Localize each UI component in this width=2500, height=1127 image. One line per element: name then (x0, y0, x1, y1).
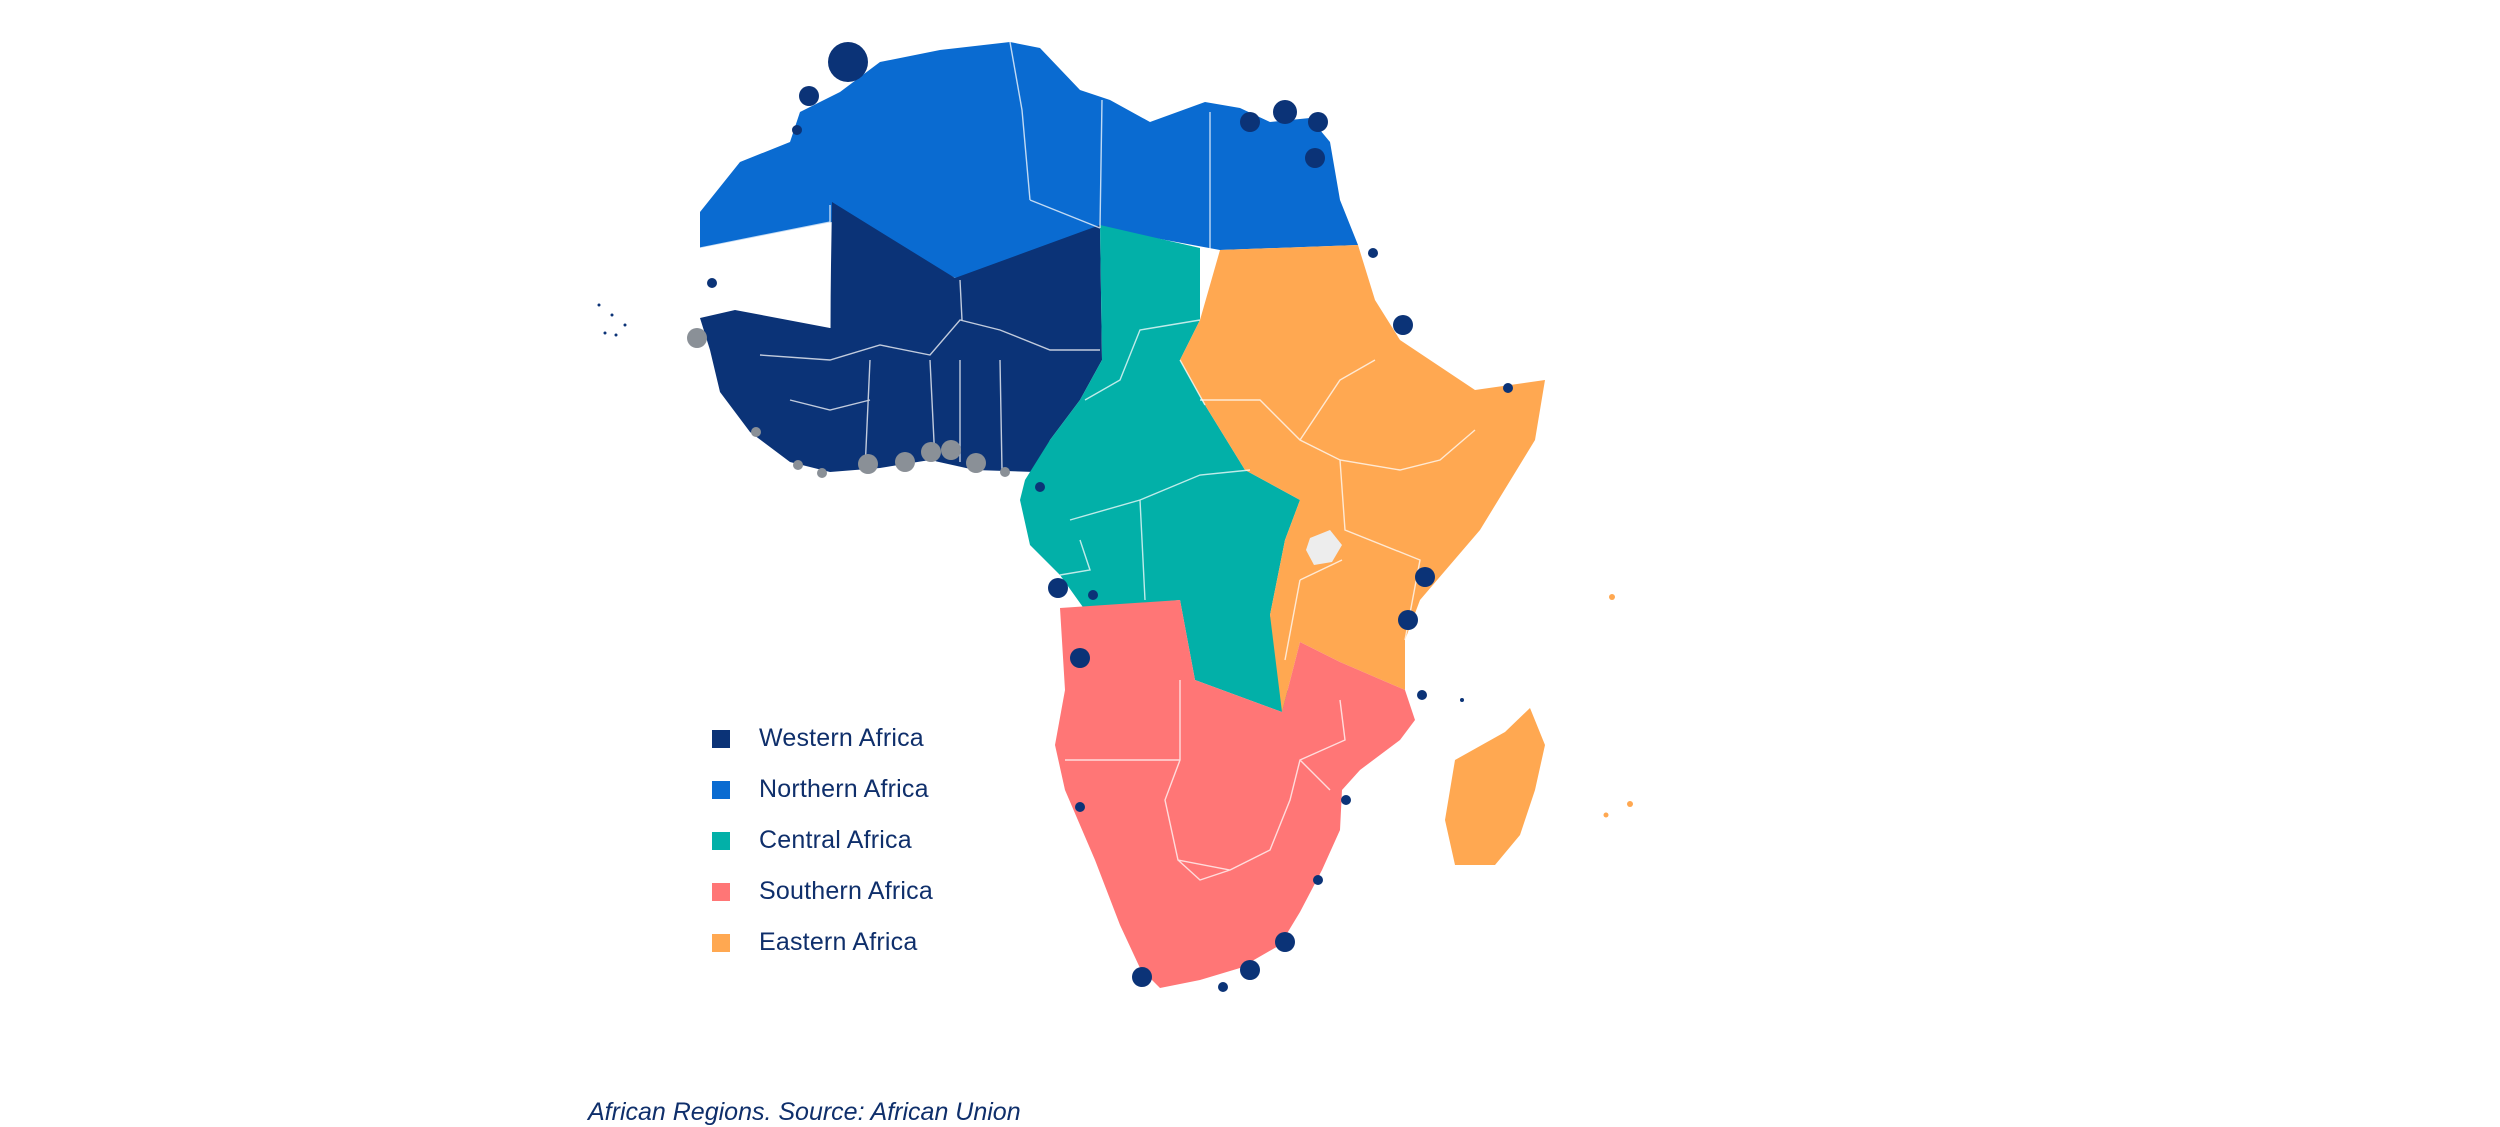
legend-label-southern: Southern Africa (759, 877, 933, 905)
legend-swatch-western (712, 729, 730, 748)
island-seychelles (1609, 594, 1615, 600)
legend-item-western: Western Africa (712, 724, 933, 753)
legend-swatch-central (712, 831, 730, 850)
port-marker (1415, 567, 1435, 587)
legend-swatch-northern (712, 780, 730, 799)
port-marker-secondary (921, 442, 941, 462)
port-marker-secondary (1000, 467, 1010, 477)
legend-label-northern: Northern Africa (759, 775, 929, 803)
port-marker (1048, 578, 1068, 598)
region-southern-africa (1055, 600, 1415, 988)
port-marker (1132, 967, 1152, 987)
port-marker (792, 125, 802, 135)
port-marker (1341, 795, 1351, 805)
port-marker-secondary (751, 427, 761, 437)
map-legend: Western Africa Northern Africa Central A… (712, 724, 933, 957)
port-marker-secondary (817, 468, 827, 478)
island-mauritius (1627, 801, 1633, 807)
legend-item-eastern: Eastern Africa (712, 928, 933, 957)
port-marker (1368, 248, 1378, 258)
port-marker (1273, 100, 1297, 124)
port-marker (1075, 802, 1085, 812)
legend-label-central: Central Africa (759, 826, 912, 854)
port-marker (1308, 112, 1328, 132)
port-marker (1313, 875, 1323, 885)
port-marker (1218, 982, 1228, 992)
port-marker (707, 278, 717, 288)
island-comoros (1460, 698, 1464, 702)
port-marker (799, 86, 819, 106)
legend-label-western: Western Africa (759, 724, 924, 752)
port-marker (1503, 383, 1513, 393)
port-marker (1240, 960, 1260, 980)
region-central-africa (1020, 225, 1300, 712)
legend-item-central: Central Africa (712, 826, 933, 855)
port-marker-secondary (687, 328, 707, 348)
port-marker (1275, 932, 1295, 952)
port-marker (1035, 482, 1045, 492)
legend-swatch-eastern (712, 933, 730, 952)
port-marker (1088, 590, 1098, 600)
port-marker-secondary (793, 460, 803, 470)
small-islands (597, 303, 1633, 818)
port-marker (1305, 148, 1325, 168)
port-marker-secondary (966, 453, 986, 473)
port-marker-secondary (895, 452, 915, 472)
port-marker (1070, 648, 1090, 668)
island-reunion (1603, 812, 1609, 818)
map-caption: African Regions. Source: African Union (588, 1098, 1021, 1126)
port-marker (1393, 315, 1413, 335)
port-marker (1417, 690, 1427, 700)
port-marker (1240, 112, 1260, 132)
port-marker-secondary (941, 440, 961, 460)
legend-label-eastern: Eastern Africa (759, 928, 918, 956)
lake-victoria (1306, 530, 1342, 565)
country-borders (699, 41, 1476, 881)
region-northern-africa (700, 42, 1358, 280)
port-markers (687, 42, 1513, 992)
port-marker (1398, 610, 1418, 630)
legend-item-northern: Northern Africa (712, 775, 933, 804)
region-eastern-africa (1180, 245, 1545, 865)
port-marker-secondary (858, 454, 878, 474)
legend-swatch-southern (712, 882, 730, 901)
port-marker (828, 42, 868, 82)
legend-item-southern: Southern Africa (712, 877, 933, 906)
